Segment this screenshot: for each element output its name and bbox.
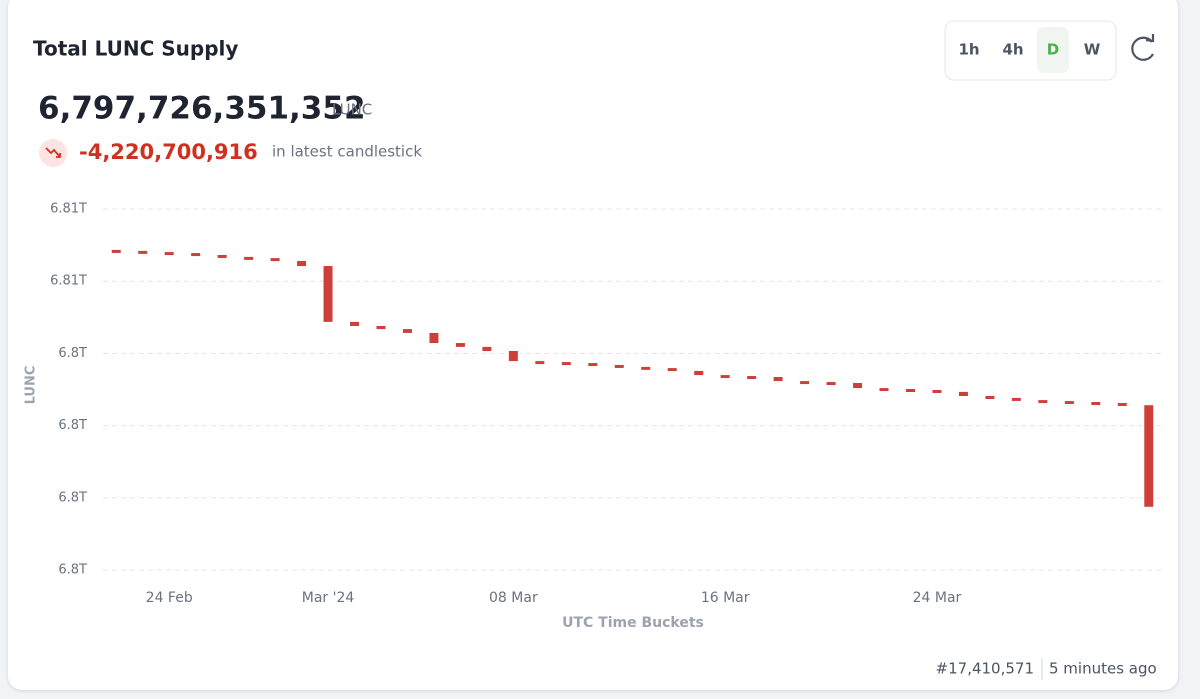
candle-body: [1038, 400, 1048, 404]
change-note: in latest candlestick: [272, 143, 422, 161]
candle-body: [720, 375, 730, 379]
candle-body: [455, 343, 465, 347]
candle-body: [429, 332, 439, 344]
refresh-icon[interactable]: [1131, 36, 1154, 61]
candle-body: [402, 329, 412, 333]
candle-body: [508, 350, 518, 362]
candle-body: [1117, 402, 1127, 406]
y-tick-label: 6.8T: [58, 490, 87, 505]
timeframe-active-bg[interactable]: [1037, 27, 1069, 73]
candle-body: [667, 368, 677, 372]
y-tick-label: 6.81T: [50, 202, 87, 217]
candle-body: [164, 252, 174, 256]
refresh-arrow[interactable]: [1145, 34, 1155, 43]
candle-body: [138, 250, 148, 254]
candle-body: [905, 389, 915, 393]
timeframe-button[interactable]: 4h: [1002, 41, 1023, 59]
candle-body: [111, 249, 121, 253]
candle-body: [932, 389, 942, 393]
refresh-button[interactable]: [1131, 34, 1155, 61]
candle-body: [879, 388, 889, 392]
candle-body: [853, 383, 863, 389]
candle-body: [614, 364, 624, 368]
candle-body: [1091, 402, 1101, 406]
card-title: Total LUNC Supply: [33, 37, 238, 61]
timeframe-button[interactable]: W: [1084, 41, 1101, 59]
candle-body: [244, 256, 254, 260]
x-tick-label: 24 Mar: [913, 590, 962, 606]
supply-value: 6,797,726,351,352: [38, 91, 366, 127]
candle-body: [588, 363, 598, 367]
y-tick-label: 6.8T: [58, 346, 87, 361]
y-tick-label: 6.8T: [58, 418, 87, 433]
timeframe-button[interactable]: 1h: [958, 41, 979, 59]
x-tick-label: 16 Mar: [701, 590, 750, 606]
candle-body: [350, 321, 360, 326]
supply-unit: LUNC: [332, 101, 372, 119]
x-tick-label: 24 Feb: [146, 590, 193, 606]
change-value: -4,220,700,916: [79, 140, 258, 164]
timeframe-group: [944, 20, 1117, 81]
card: [8, 0, 1178, 690]
candle-body: [297, 260, 307, 267]
x-axis-title: UTC Time Buckets: [562, 615, 704, 631]
y-axis-title: LUNC: [24, 366, 39, 405]
x-tick-label: 08 Mar: [489, 590, 538, 606]
candle-body: [376, 325, 386, 330]
candle-body: [641, 366, 651, 370]
candle-body: [985, 395, 995, 399]
trend-arrowhead: [56, 153, 61, 158]
updated-time: 5 minutes ago: [1049, 660, 1157, 678]
y-tick-label: 6.81T: [50, 274, 87, 289]
candle-body: [826, 382, 836, 386]
candle-body: [323, 266, 333, 322]
timeframe-button[interactable]: D: [1047, 41, 1059, 59]
candle-body: [800, 381, 810, 385]
candle-body: [1144, 405, 1154, 507]
x-tick-label: Mar '24: [302, 590, 355, 606]
candle-body: [694, 370, 704, 376]
candle-body: [217, 254, 227, 258]
y-tick-label: 6.8T: [58, 563, 87, 578]
candle-body: [773, 376, 783, 382]
candle-body: [747, 376, 757, 380]
candle-body: [270, 258, 280, 262]
candle-body: [1011, 397, 1021, 401]
candle-body: [191, 253, 201, 257]
candle-body: [535, 361, 545, 365]
candle-body: [561, 362, 571, 366]
block-number: #17,410,571: [936, 660, 1034, 678]
candle-body: [1064, 401, 1074, 405]
candle-body: [958, 391, 968, 396]
trend-icon: [39, 139, 67, 167]
trend-arrow: [45, 147, 61, 158]
candle-body: [482, 346, 492, 351]
